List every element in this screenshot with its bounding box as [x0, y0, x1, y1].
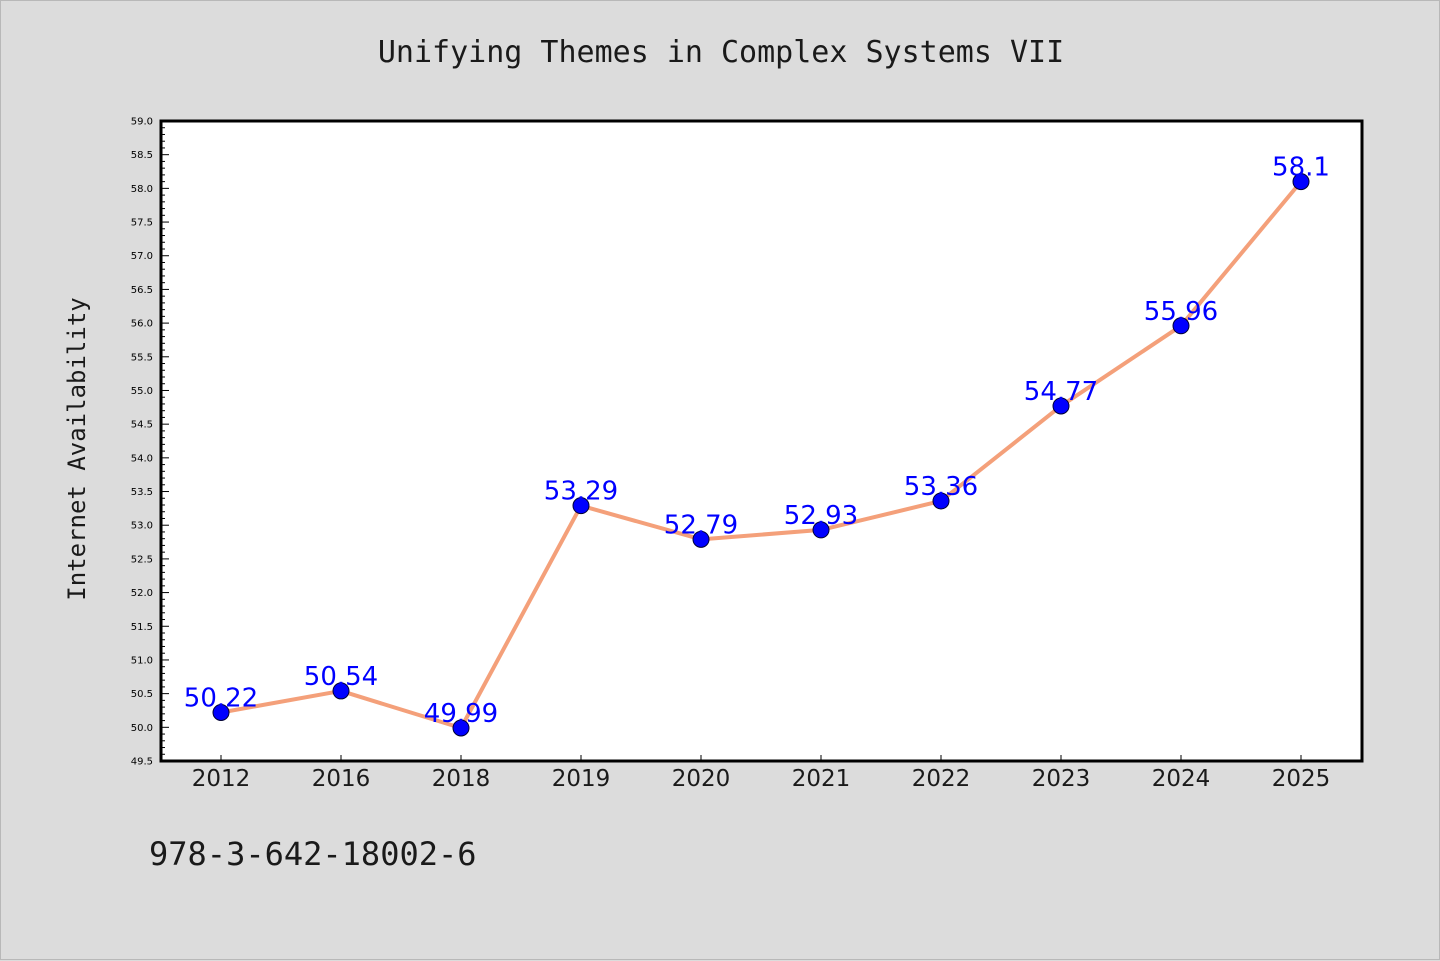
data-label: 50.54 — [304, 662, 378, 692]
y-tick-label: 57.5 — [131, 218, 153, 229]
data-label: 58.1 — [1272, 153, 1330, 183]
x-axis: 2012 2016 2018 2019 2020 2021 2022 2023 2024 2025 — [192, 755, 1331, 792]
y-tick-label: 59.0 — [131, 117, 153, 128]
y-tick-label: 52.0 — [131, 588, 153, 599]
isbn-text: 978-3-642-18002-6 — [149, 835, 477, 873]
data-point — [692, 530, 710, 548]
y-tick-label: 56.0 — [131, 319, 153, 330]
y-tick-label: 53.5 — [131, 487, 153, 498]
data-label: 50.22 — [184, 683, 258, 713]
data-label: 55.96 — [1144, 297, 1218, 327]
y-tick-label: 54.0 — [131, 453, 153, 464]
y-tick-label: 58.5 — [131, 150, 153, 161]
y-tick-label: 50.5 — [131, 689, 153, 700]
y-tick-label: 51.5 — [131, 622, 153, 633]
x-tick-label: 2023 — [1032, 766, 1091, 792]
data-point — [332, 682, 350, 700]
x-tick-label: 2024 — [1152, 766, 1211, 792]
data-point — [1172, 317, 1190, 335]
y-axis: 49.5 50.0 50.5 51.0 51.5 52.0 52.5 53.0 53.5 54.0… — [131, 117, 169, 768]
series-line — [220, 180, 1303, 730]
x-tick-label: 2020 — [672, 766, 731, 792]
data-points — [212, 173, 1310, 737]
data-point — [1052, 397, 1070, 415]
chart-title: Unifying Themes in Complex Systems VII — [377, 35, 1065, 70]
y-tick-label: 50.0 — [131, 723, 153, 734]
y-tick-label: 53.0 — [131, 521, 153, 532]
y-tick-label: 54.5 — [131, 420, 153, 431]
y-tick-label: 57.0 — [131, 251, 153, 262]
y-tick-label: 55.0 — [131, 386, 153, 397]
plot-frame — [159, 119, 1364, 763]
data-point — [1292, 173, 1310, 191]
data-point — [932, 492, 950, 510]
y-tick-label: 58.0 — [131, 184, 153, 195]
data-label: 53.29 — [544, 477, 618, 507]
x-tick-label: 2021 — [792, 766, 851, 792]
x-tick-label: 2012 — [192, 766, 251, 792]
y-tick-label: 56.5 — [131, 285, 153, 296]
y-tick-label: 51.0 — [131, 655, 153, 666]
y-tick-label: 55.5 — [131, 352, 153, 363]
x-tick-label: 2018 — [432, 766, 491, 792]
data-labels: 50.22 50.54 49.99 53.29 52.79 52.93 53.36 54.77… — [184, 153, 1330, 729]
data-label: 54.77 — [1024, 377, 1098, 407]
data-point — [212, 703, 230, 721]
data-label: 49.99 — [424, 699, 498, 729]
data-label: 52.93 — [784, 501, 858, 531]
data-label: 52.79 — [664, 510, 738, 540]
data-point — [572, 497, 590, 515]
y-tick-label: 49.5 — [131, 757, 153, 768]
x-tick-label: 2019 — [552, 766, 611, 792]
data-label: 53.36 — [904, 472, 978, 502]
plot-area — [161, 121, 1362, 761]
data-point — [452, 719, 470, 737]
x-tick-label: 2016 — [312, 766, 371, 792]
x-tick-label: 2022 — [912, 766, 971, 792]
y-tick-label: 52.5 — [131, 554, 153, 565]
x-tick-label: 2025 — [1272, 766, 1331, 792]
data-point — [812, 521, 830, 539]
